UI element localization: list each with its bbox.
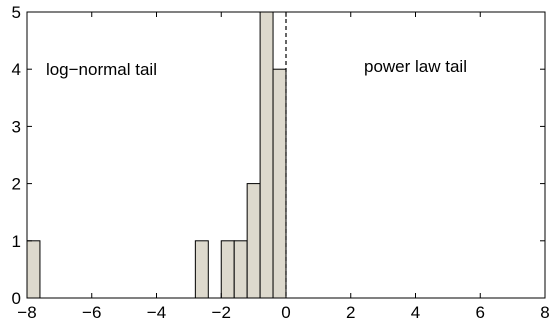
histogram-bar [233,240,248,299]
y-tick-label: 3 [12,117,21,136]
x-tick-label: 0 [281,303,290,322]
annotation-label: power law tail [364,57,467,76]
histogram-bar [246,183,261,299]
x-tick-label: −8 [17,303,36,322]
histogram-bar [194,240,209,299]
y-tick-label: 5 [12,3,21,22]
histogram-bar [272,68,287,299]
x-tick-label: 6 [476,303,485,322]
y-tick-label: 2 [12,175,21,194]
bars-layer [26,11,287,299]
histogram-bar [26,240,41,299]
histogram-bar [220,240,235,299]
histogram-bar [259,11,274,299]
x-tick-label: 8 [540,303,549,322]
x-tick-label: 4 [411,303,420,322]
x-tick-label: 2 [346,303,355,322]
y-tick-label: 0 [12,289,21,308]
y-tick-label: 1 [12,232,21,251]
ticks-layer: −8 −6 −4 −2 0 2 4 6 8 0 1 2 3 4 5 [12,3,550,322]
annotations-layer: log−normal tail power law tail [46,57,467,79]
y-tick-label: 4 [12,60,21,79]
x-tick-label: −4 [147,303,166,322]
annotation-label: log−normal tail [46,60,157,79]
x-tick-label: −6 [82,303,101,322]
x-tick-label: −2 [212,303,231,322]
